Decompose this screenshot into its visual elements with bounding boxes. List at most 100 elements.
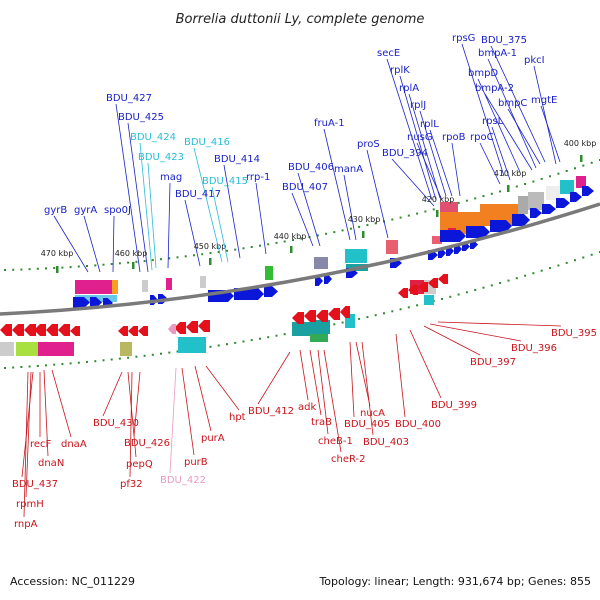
outer-track-dot (565, 170, 568, 172)
forward-gene-label-mana: manA (334, 164, 363, 175)
leader-line-bdu-422 (169, 367, 177, 474)
reverse-gene-label-dnaa: dnaA (61, 439, 87, 450)
forward-gene-arrow (324, 274, 332, 284)
feature-block (166, 278, 172, 290)
outer-track-dot (474, 197, 477, 200)
forward-gene-label-bdu-414: BDU_414 (214, 154, 260, 165)
inner-track-dot (250, 339, 253, 342)
inner-track-dot (507, 279, 510, 282)
outer-track-dot (424, 210, 427, 213)
scale-tick-mark (132, 262, 135, 269)
outer-track-dot (160, 258, 162, 261)
leader-line-nusg (416, 142, 443, 201)
inner-track-dot (341, 321, 344, 324)
reverse-gene-arrow (174, 322, 186, 334)
forward-gene-arrow (582, 186, 594, 196)
forward-gene-label-bdu-415: BDU_415 (202, 176, 248, 187)
outer-track-dot (482, 195, 485, 198)
inner-track-dot (259, 337, 261, 340)
forward-gene-label-pkci: pkcI (524, 55, 545, 66)
forward-gene-label-rpob: rpoB (442, 132, 466, 143)
reverse-gene-label-bdu-403: BDU_403 (363, 437, 409, 448)
leader-line-bdu-423 (147, 162, 157, 269)
inner-track-dot (482, 286, 485, 289)
inner-track-dot (499, 282, 502, 284)
scale-tick-mark (290, 246, 293, 253)
reverse-gene-arrow (46, 324, 58, 336)
reverse-gene-label-bdu-395: BDU_395 (551, 328, 597, 339)
inner-track-dot (333, 323, 336, 326)
inner-track-dot (391, 310, 394, 313)
leader-line-cher-2 (323, 349, 342, 453)
outer-track-dot (325, 232, 328, 235)
feature-block (178, 337, 206, 353)
outer-track-dot (416, 212, 419, 215)
scale-tick-label: 450 kbp (194, 242, 227, 251)
scale-tick-label: 410 kbp (494, 169, 527, 178)
forward-gene-label-rpoc: rpoC (470, 132, 494, 143)
outer-track-dot (94, 264, 97, 267)
outer-track-dot (259, 244, 261, 247)
forward-gene-label-gyrb: gyrB (44, 205, 67, 216)
feature-block (16, 342, 38, 356)
leader-line-bmpa-2 (484, 93, 533, 171)
leader-line-hpt (205, 365, 240, 411)
reverse-gene-label-bdu-400: BDU_400 (395, 419, 441, 430)
inner-track-dot (36, 365, 39, 367)
inner-track-dot (374, 314, 377, 317)
forward-gene-label-bdu-427: BDU_427 (106, 93, 152, 104)
forward-gene-label-bdu-407: BDU_407 (282, 182, 328, 193)
inner-track-dot (217, 344, 220, 347)
scale-tick-mark (580, 155, 583, 162)
outer-track-dot (226, 249, 228, 252)
leader-line-cheb-1 (317, 349, 329, 435)
inner-track-dot (275, 334, 278, 337)
feature-block (120, 342, 132, 356)
inner-track-dot (118, 357, 121, 360)
outer-track-dot (349, 227, 352, 230)
reverse-gene-arrow (168, 324, 176, 334)
forward-gene-arrow (512, 214, 530, 226)
leader-line-bdu-426 (133, 371, 141, 437)
inner-track-dot (61, 363, 64, 366)
leader-line-rpoc (479, 142, 501, 185)
inner-track-dot (366, 316, 369, 319)
reverse-gene-arrow (0, 324, 12, 336)
inner-track-dot (557, 264, 560, 267)
reverse-gene-label-bdu-412: BDU_412 (248, 406, 294, 417)
leader-line-bdu-415 (211, 186, 229, 263)
inner-track-dot (160, 352, 162, 355)
leader-line-gyrb (53, 215, 89, 273)
feature-block (36, 342, 74, 356)
reverse-gene-arrow (304, 310, 316, 322)
feature-block (440, 202, 458, 212)
inner-track-dot (94, 360, 97, 363)
inner-track-dot (549, 267, 551, 270)
forward-gene-arrow (490, 220, 512, 232)
reverse-gene-label-nuca: nucA (360, 408, 385, 419)
leader-line-nuca (355, 341, 371, 407)
outer-track-dot (590, 161, 593, 164)
inner-track-dot (399, 308, 402, 311)
reverse-gene-label-rnpa: rnpA (14, 519, 38, 530)
leader-line-bdu-399 (409, 329, 442, 399)
genome-summary-text: Topology: linear; Length: 931,674 bp; Ge… (318, 575, 591, 588)
feature-block (345, 249, 367, 263)
outer-track-dot (333, 231, 336, 234)
outer-track-dot (36, 267, 39, 270)
reverse-gene-arrow (138, 326, 148, 336)
reverse-gene-label-dnan: dnaN (38, 458, 64, 469)
feature-block (265, 266, 273, 280)
leader-line-bdu-412 (257, 351, 291, 405)
inner-track-dot (407, 306, 410, 309)
leader-line-bdu-427 (115, 103, 141, 273)
leader-line-rpmh (25, 371, 32, 498)
forward-gene-label-bdu-406: BDU_406 (288, 162, 334, 173)
feature-block (546, 186, 560, 200)
reverse-gene-label-pepq: pepQ (126, 459, 153, 470)
reverse-gene-arrow (186, 321, 198, 333)
leader-line-bmpa-1 (487, 58, 537, 169)
reverse-gene-label-trab: traB (311, 417, 332, 428)
inner-track-dot (226, 343, 228, 346)
